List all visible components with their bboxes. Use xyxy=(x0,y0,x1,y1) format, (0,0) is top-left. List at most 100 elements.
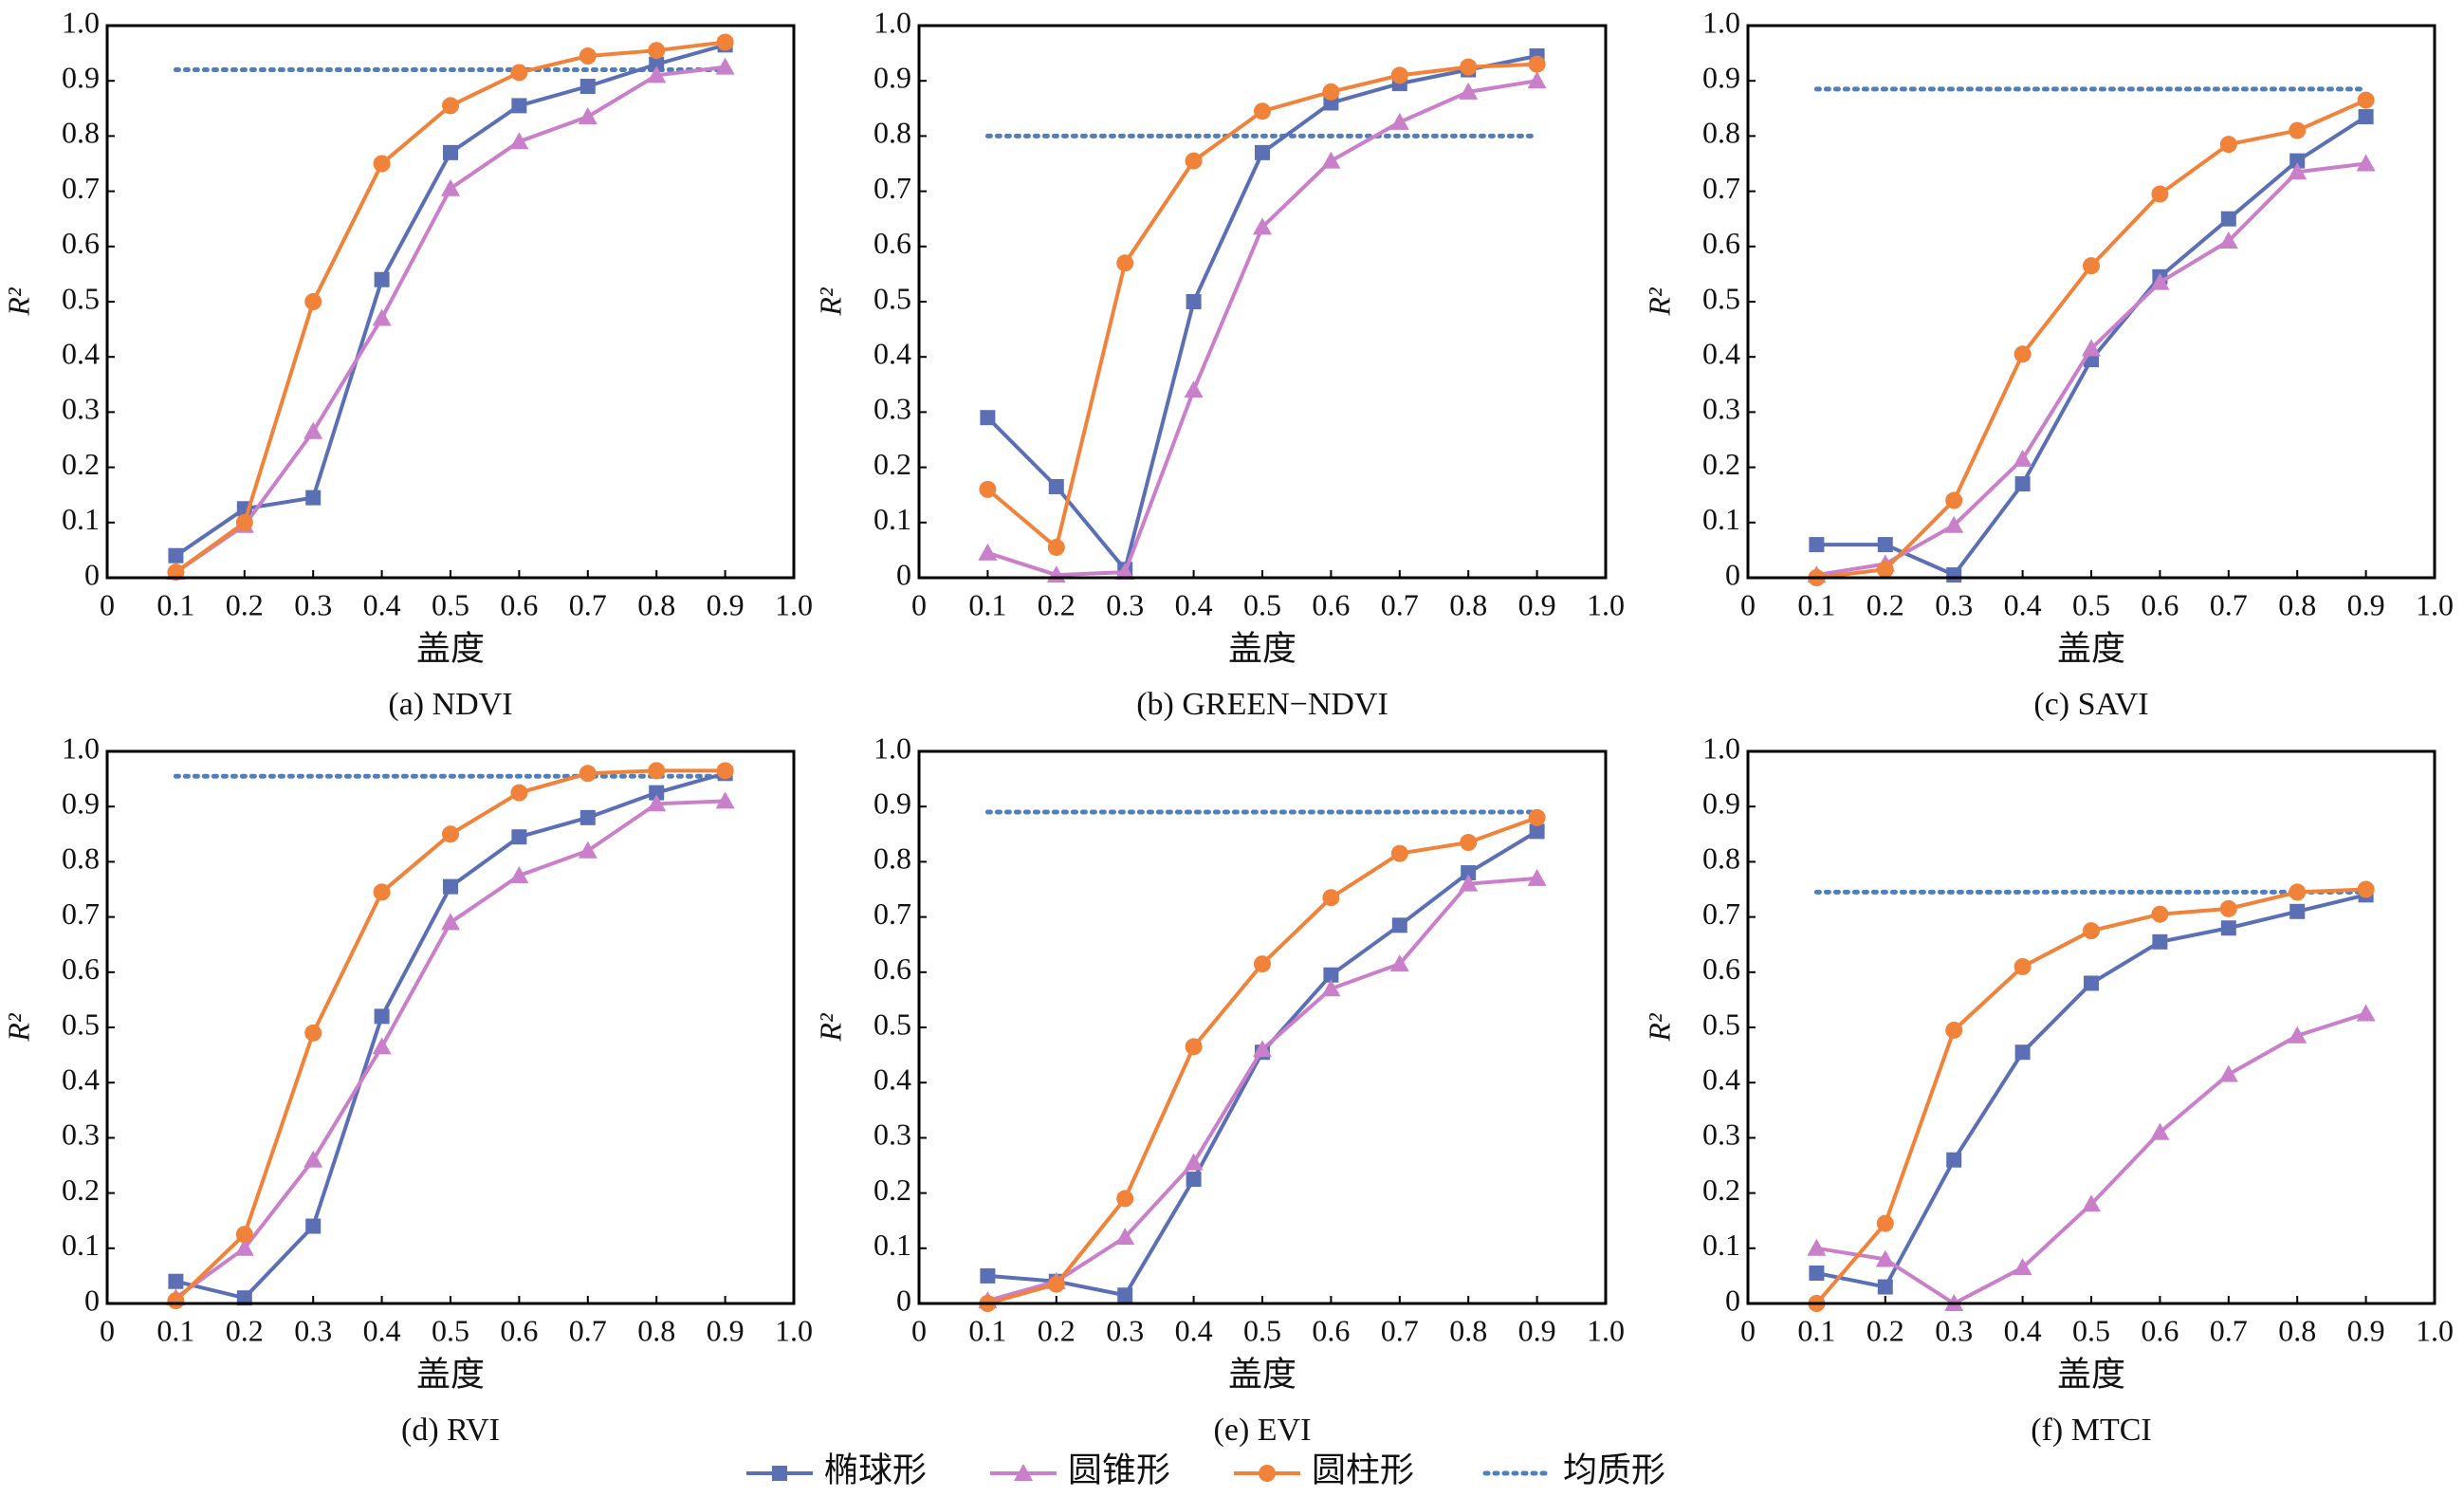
y-tick-label: 0 xyxy=(1725,1283,1740,1317)
marker-square xyxy=(2358,109,2374,125)
marker-square xyxy=(1809,1265,1825,1281)
marker-triangle xyxy=(578,107,598,125)
x-axis-label: 盖度 xyxy=(416,1355,485,1393)
marker-circle xyxy=(1254,955,1271,973)
marker-triangle xyxy=(1184,1153,1204,1171)
marker-triangle xyxy=(1875,1249,1895,1267)
x-tick-label: 0.9 xyxy=(1518,1313,1556,1347)
marker-square xyxy=(649,56,665,72)
y-tick-label: 0.7 xyxy=(873,171,911,205)
marker-triangle xyxy=(441,913,460,931)
marker-circle xyxy=(1185,1038,1203,1056)
marker-square xyxy=(443,878,458,895)
x-axis-label: 盖度 xyxy=(2057,629,2125,667)
legend-label: 圆柱形 xyxy=(1312,1451,1414,1488)
marker-triangle xyxy=(647,794,667,812)
y-tick-label: 0.7 xyxy=(62,171,100,205)
marker-circle xyxy=(1876,1214,1894,1232)
marker-circle xyxy=(1254,102,1271,120)
marker-square xyxy=(2152,933,2168,950)
x-tick-label: 0.4 xyxy=(2004,587,2042,621)
x-tick-label: 0.4 xyxy=(1175,587,1213,621)
x-tick-label: 1.0 xyxy=(1587,1313,1625,1347)
y-tick-label: 0.4 xyxy=(62,1063,100,1097)
caption: (b) GREEN−NDVI xyxy=(1136,687,1388,722)
y-tick-label: 0.9 xyxy=(873,786,911,821)
marker-circle xyxy=(1528,808,1546,826)
x-tick-label: 0.1 xyxy=(1797,587,1835,621)
x-tick-label: 0.3 xyxy=(294,1313,332,1347)
marker-square xyxy=(305,1218,322,1234)
y-tick-label: 0.8 xyxy=(62,841,100,876)
x-tick-label: 0.9 xyxy=(1518,587,1556,621)
marker-circle xyxy=(579,765,597,783)
x-tick-label: 0.8 xyxy=(1449,1313,1487,1347)
marker-square xyxy=(1461,865,1477,881)
x-tick-label: 0.4 xyxy=(363,587,401,621)
marker-circle xyxy=(1116,254,1134,272)
marker-square xyxy=(2014,1044,2031,1061)
marker-circle xyxy=(304,293,322,310)
marker-circle xyxy=(304,1024,322,1042)
y-tick-label: 1.0 xyxy=(1702,5,1740,39)
y-tick-label: 0.1 xyxy=(873,1228,911,1262)
y-tick-label: 0.3 xyxy=(62,392,100,426)
marker-triangle xyxy=(1527,71,1547,89)
y-tick-label: 0.5 xyxy=(62,281,100,315)
x-tick-label: 0.1 xyxy=(156,1313,194,1347)
marker-circle xyxy=(1390,66,1408,84)
marker-square xyxy=(511,98,527,114)
marker-square xyxy=(1877,1279,1893,1295)
y-tick-label: 0 xyxy=(896,1283,911,1317)
marker-circle xyxy=(1047,538,1065,556)
marker-circle xyxy=(373,883,391,901)
x-tick-label: 0.3 xyxy=(1935,1313,1973,1347)
marker-square xyxy=(1323,967,1339,983)
y-tick-label: 1.0 xyxy=(62,730,100,765)
marker-triangle xyxy=(1459,874,1479,892)
x-tick-label: 0 xyxy=(1740,587,1756,621)
x-axis-label: 盖度 xyxy=(1228,1355,1296,1393)
y-tick-label: 1.0 xyxy=(62,5,100,39)
marker-circle xyxy=(1185,152,1203,170)
x-tick-label: 0.3 xyxy=(294,587,332,621)
marker-triangle xyxy=(441,178,460,196)
marker-triangle xyxy=(1944,515,1964,533)
x-tick-label: 1.0 xyxy=(2416,587,2454,621)
y-tick-label: 0.4 xyxy=(873,1063,911,1097)
y-tick-label: 0.2 xyxy=(62,447,100,481)
marker-circle xyxy=(1876,561,1894,579)
marker-square xyxy=(374,1008,390,1025)
y-tick-label: 0.1 xyxy=(1702,1228,1740,1262)
marker-square xyxy=(2289,153,2306,169)
x-tick-label: 0.7 xyxy=(2210,1313,2248,1347)
y-tick-label: 0.9 xyxy=(1702,786,1740,821)
x-tick-label: 0.8 xyxy=(2278,1313,2316,1347)
x-tick-label: 1.0 xyxy=(1587,587,1625,621)
legend-label: 圆锥形 xyxy=(1068,1451,1170,1488)
marker-triangle xyxy=(509,132,529,150)
plot-frame xyxy=(917,24,1608,580)
marker-square xyxy=(1117,1287,1133,1303)
y-tick-label: 0.4 xyxy=(1702,337,1740,371)
y-tick-label: 1.0 xyxy=(873,730,911,765)
y-tick-label: 0.2 xyxy=(62,1173,100,1207)
y-tick-label: 0.5 xyxy=(1702,1007,1740,1041)
x-tick-label: 0.2 xyxy=(1038,587,1076,621)
y-tick-label: 0.3 xyxy=(1702,1118,1740,1152)
marker-square xyxy=(1946,567,1962,583)
y-tick-label: 0 xyxy=(896,557,911,591)
caption: (f) MTCI xyxy=(2031,1413,2151,1448)
plot-frame xyxy=(917,749,1608,1305)
marker-triangle xyxy=(1459,82,1479,100)
y-tick-label: 0.1 xyxy=(873,502,911,536)
x-axis-label: 盖度 xyxy=(2057,1355,2125,1393)
y-tick-label: 0.3 xyxy=(1702,392,1740,426)
marker-square xyxy=(236,1290,252,1306)
x-tick-label: 0.8 xyxy=(637,1313,675,1347)
x-tick-label: 0.3 xyxy=(1106,1313,1144,1347)
marker-triangle xyxy=(715,791,735,809)
marker-square xyxy=(305,490,322,506)
marker-circle xyxy=(1390,844,1408,862)
x-tick-label: 0.2 xyxy=(226,1313,264,1347)
